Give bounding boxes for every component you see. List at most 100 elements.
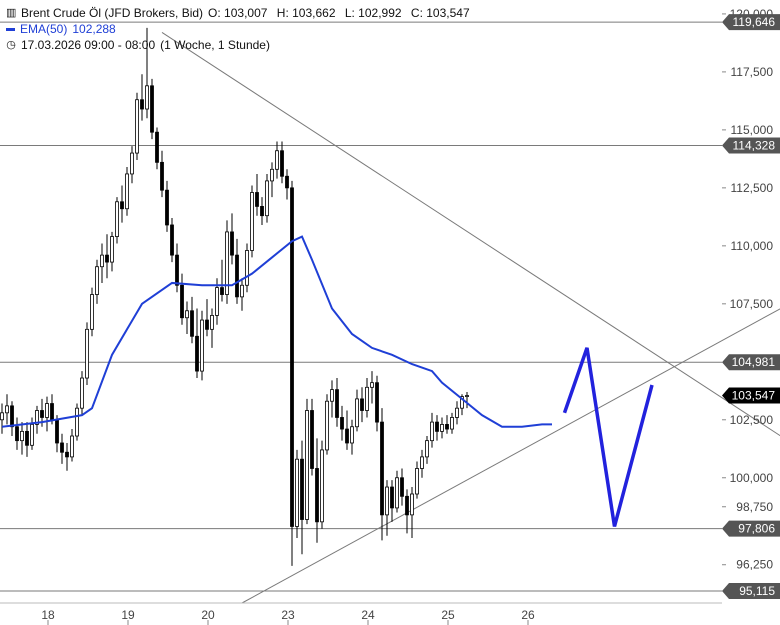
candle-body: [280, 150, 284, 177]
candle-body: [100, 254, 104, 268]
level-tag[interactable]: 97,806: [722, 520, 780, 537]
candle-body: [255, 192, 259, 207]
candle-body: [460, 396, 464, 409]
candle-body: [90, 294, 94, 330]
candle-body: [55, 419, 59, 444]
candle-body: [0, 412, 4, 421]
y-tick-label: 110,000: [731, 239, 774, 253]
level-tag-text: 119,646: [733, 15, 776, 29]
candle-body: [190, 310, 194, 337]
candle-body: [435, 421, 439, 432]
candle-body: [360, 398, 364, 411]
open-value: O: 103,007: [208, 6, 268, 20]
candle-body: [455, 407, 459, 418]
candle-body: [145, 85, 149, 110]
instrument-name: Brent Crude Öl (JFD Brokers, Bid): [21, 6, 204, 20]
level-tag-text: 104,981: [732, 355, 776, 369]
level-tag-text: 114,328: [733, 138, 776, 152]
candle-body: [445, 424, 449, 430]
candle-body: [385, 486, 389, 516]
candle-body: [340, 417, 344, 430]
candle-body: [220, 287, 224, 295]
level-tag[interactable]: 104,981: [722, 354, 780, 371]
forecast-path: [562, 347, 654, 527]
candle-body: [215, 287, 219, 316]
candle-body: [270, 168, 274, 182]
y-tick-label: 112,500: [731, 181, 774, 195]
candle-body: [450, 417, 454, 430]
candle-body: [465, 395, 469, 397]
close-value: C: 103,547: [410, 6, 470, 20]
candle-body: [175, 254, 179, 286]
candle-body: [345, 428, 349, 444]
candle-body: [365, 386, 369, 411]
candle-body: [415, 468, 419, 495]
candles: [0, 27, 469, 566]
candle-body: [5, 405, 9, 414]
candle-body: [260, 206, 264, 217]
candle-body: [110, 236, 114, 263]
candle-body: [440, 424, 444, 432]
candle-body: [150, 85, 154, 133]
x-tick-label: 18: [41, 608, 55, 622]
candle-body: [290, 187, 294, 527]
y-tick-label: 117,500: [731, 65, 774, 79]
candle-body: [10, 405, 14, 428]
candle-body: [165, 189, 169, 226]
candle-body: [120, 201, 124, 210]
last-price-tag[interactable]: 103,547: [722, 387, 780, 404]
level-tag[interactable]: 114,328: [722, 137, 780, 154]
y-tick-label: 115,000: [731, 123, 774, 137]
candle-body: [305, 410, 309, 520]
legend-time-row: ◷ 17.03.2026 09:00 - 08:00 (1 Woche, 1 S…: [6, 37, 476, 53]
ema-line[interactable]: [1, 235, 552, 428]
candle-body: [35, 410, 39, 425]
y-tick-label: 98,750: [736, 500, 773, 514]
candle-body: [325, 400, 329, 451]
legend-instrument-row: ▥ Brent Crude Öl (JFD Brokers, Bid) O: 1…: [6, 5, 476, 21]
horizontal-levels: [0, 21, 722, 592]
candle-body: [195, 335, 199, 372]
candle-body: [185, 310, 189, 319]
candle-body: [205, 319, 209, 330]
candle-body: [170, 224, 174, 256]
level-labels: 119,646 114,328 104,981 97,806 95,115 103,547: [722, 14, 780, 600]
level-tag[interactable]: 95,115: [722, 583, 780, 600]
candle-body: [130, 152, 134, 175]
candle-body: [180, 284, 184, 319]
candle-body: [405, 495, 409, 516]
ema-value: 102,288: [72, 22, 116, 36]
chart-legend: ▥ Brent Crude Öl (JFD Brokers, Bid) O: 1…: [6, 5, 476, 53]
candle-body: [210, 315, 214, 330]
candle-body: [390, 486, 394, 509]
candle-body: [315, 468, 319, 523]
y-tick-label: 102,500: [730, 413, 774, 427]
candle-body: [15, 426, 19, 442]
x-tick-label: 24: [361, 608, 375, 622]
x-tick-label: 25: [441, 608, 455, 622]
level-tag[interactable]: 119,646: [722, 14, 780, 31]
low-value: L: 102,992: [344, 6, 402, 20]
candle-body: [105, 254, 109, 263]
interval: (1 Woche, 1 Stunde): [160, 38, 270, 52]
legend-ema-row[interactable]: EMA(50) 102,288: [6, 21, 476, 37]
candle-body: [375, 382, 379, 423]
candle-body: [295, 458, 299, 527]
candle-body: [30, 424, 34, 446]
candle-body: [410, 493, 414, 516]
x-tick-label: 19: [121, 608, 135, 622]
candle-body: [350, 426, 354, 444]
forecast-line[interactable]: [562, 347, 654, 527]
trendlines: [161, 32, 780, 604]
x-tick-label: 26: [521, 608, 535, 622]
trendline-upper[interactable]: [161, 32, 780, 449]
x-tick-label: 20: [201, 608, 215, 622]
candle-body: [320, 449, 324, 523]
timestamp: 17.03.2026 09:00 - 08:00: [21, 38, 156, 52]
candle-body: [400, 477, 404, 497]
candle-body: [75, 407, 79, 437]
level-tag-text: 97,806: [738, 522, 775, 536]
high-value: H: 103,662: [276, 6, 336, 20]
trendline-lower[interactable]: [241, 297, 780, 604]
